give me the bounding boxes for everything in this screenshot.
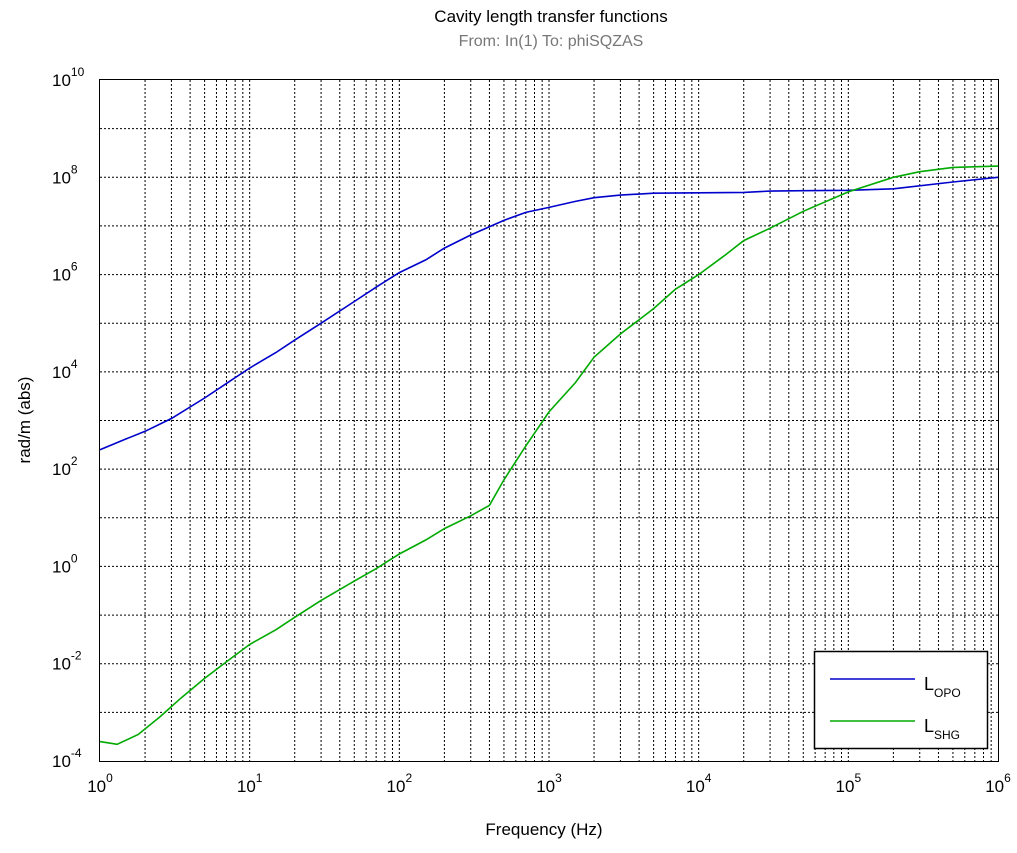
legend: LOPO LSHG <box>813 650 989 750</box>
x-tick-label: 100 <box>87 771 113 796</box>
y-tick-label: 10-4 <box>52 746 82 771</box>
y-tick-label: 102 <box>52 454 78 479</box>
legend-label-shg: LSHG <box>924 716 960 742</box>
plot-frame <box>99 79 999 762</box>
y-tick-label: 104 <box>52 357 78 382</box>
x-tick-label: 106 <box>985 771 1011 796</box>
series-line-shg <box>99 165 999 746</box>
legend-box <box>813 650 989 750</box>
x-tick-label: 105 <box>836 771 862 796</box>
series-lines <box>99 165 999 746</box>
y-axis-label: rad/m (abs) <box>15 377 34 464</box>
legend-label-opo: LOPO <box>924 674 961 700</box>
series-line-opo <box>99 176 999 451</box>
y-tick-label: 10-2 <box>52 649 82 674</box>
x-tick-label: 103 <box>536 771 562 796</box>
chart-title: Cavity length transfer functions <box>434 7 667 26</box>
x-axis-label: Frequency (Hz) <box>485 820 602 839</box>
x-tick-label: 104 <box>686 771 712 796</box>
x-tick-label: 102 <box>387 771 413 796</box>
y-tick-label: 1010 <box>52 65 85 90</box>
y-tick-label: 108 <box>52 162 78 187</box>
y-tick-label: 106 <box>52 260 78 285</box>
y-tick-label: 100 <box>52 551 78 576</box>
chart-subtitle: From: In(1) To: phiSQZAS <box>459 33 644 50</box>
y-axis-ticks: 10-4 10-2 100 102 104 106 108 1010 <box>52 65 85 771</box>
x-axis-ticks: 100 101 102 103 104 105 106 <box>87 771 1011 796</box>
x-tick-label: 101 <box>237 771 263 796</box>
